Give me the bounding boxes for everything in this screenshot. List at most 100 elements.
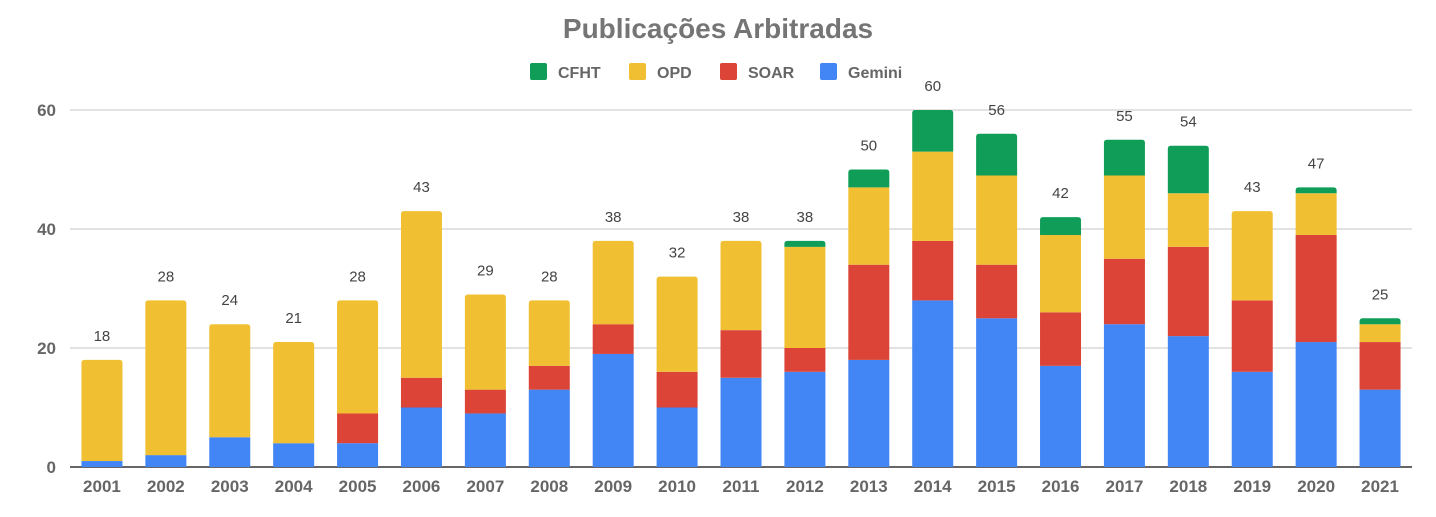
- bar-segment-soar: [656, 371, 698, 408]
- x-tick-label: 2018: [1169, 477, 1207, 496]
- bar-segment-opd: [848, 187, 890, 265]
- x-tick-label: 2001: [83, 477, 121, 496]
- x-tick-label: 2010: [658, 477, 696, 496]
- bar-segment-soar: [1103, 258, 1145, 325]
- legend-label-gemini: Gemini: [848, 65, 902, 82]
- x-tick-label: 2012: [786, 477, 824, 496]
- y-tick-label: 60: [37, 101, 56, 120]
- bar-segment-opd: [720, 240, 762, 331]
- x-tick-label: 2019: [1233, 477, 1271, 496]
- data-label: 43: [1244, 179, 1261, 196]
- bar-segment-opd: [1103, 175, 1145, 259]
- x-tick-label: 2014: [914, 477, 952, 496]
- bar-segment-soar: [464, 389, 506, 414]
- bar-segment-gemini: [1040, 365, 1082, 467]
- data-label: 32: [669, 245, 686, 262]
- legend-label-soar: SOAR: [748, 65, 795, 82]
- legend-swatch-soar: [720, 63, 737, 80]
- bar-segment-opd: [1040, 234, 1082, 313]
- data-label: 18: [94, 328, 111, 345]
- bar-segment-soar: [912, 240, 954, 301]
- bar-segment-gemini: [976, 318, 1018, 467]
- bar-segment-gemini: [145, 455, 187, 467]
- bar-segment-gemini: [1295, 342, 1337, 467]
- data-label: 38: [797, 209, 814, 226]
- x-tick-label: 2015: [978, 477, 1016, 496]
- data-label: 43: [413, 179, 430, 196]
- bar-segment-gemini: [209, 437, 251, 467]
- bar-segment-gemini: [1231, 371, 1273, 467]
- x-tick-label: 2006: [403, 477, 441, 496]
- x-tick-label: 2003: [211, 477, 249, 496]
- bar-segment-gemini: [400, 407, 442, 467]
- bar-segment-soar: [528, 365, 570, 390]
- y-tick-label: 0: [47, 458, 56, 477]
- bar-segment-gemini: [656, 407, 698, 467]
- bar-segment-cfht: [1103, 139, 1145, 176]
- x-tick-label: 2005: [339, 477, 377, 496]
- legend-label-opd: OPD: [657, 65, 692, 82]
- bar-segment-cfht: [1040, 217, 1082, 235]
- data-label: 56: [988, 102, 1005, 119]
- x-tick-label: 2016: [1042, 477, 1080, 496]
- x-tick-label: 2007: [466, 477, 504, 496]
- bar-segment-opd: [209, 324, 251, 438]
- data-label: 28: [349, 268, 366, 285]
- x-tick-label: 2011: [723, 477, 760, 496]
- data-label: 55: [1116, 108, 1133, 125]
- bar-segment-soar: [337, 413, 379, 444]
- bar-segment-opd: [1167, 193, 1209, 247]
- data-label: 42: [1052, 185, 1069, 202]
- bar-segment-opd: [784, 246, 826, 348]
- legend-swatch-opd: [629, 63, 646, 80]
- data-label: 28: [541, 268, 558, 285]
- bar-segment-gemini: [1359, 389, 1401, 467]
- x-tick-label: 2002: [147, 477, 185, 496]
- data-label: 28: [158, 268, 175, 285]
- labels: 0 20 40 60 18 2001 28 2002 24 2003 21 2004 28 2005 43 2…: [37, 78, 1399, 496]
- bar-segment-gemini: [337, 443, 379, 467]
- x-tick-label: 2021: [1361, 477, 1399, 496]
- legend-swatch-gemini: [820, 63, 837, 80]
- bar-segment-soar: [1231, 300, 1273, 372]
- bar-segment-gemini: [464, 413, 506, 467]
- bar-segment-opd: [273, 342, 315, 444]
- chart-title: Publicações Arbitradas: [563, 13, 873, 44]
- legend-label-cfht: CFHT: [558, 65, 601, 82]
- bar-segment-soar: [784, 348, 826, 372]
- data-label: 54: [1180, 114, 1197, 131]
- bar-segment-cfht: [912, 110, 954, 152]
- data-label: 25: [1372, 286, 1389, 303]
- bar-segment-opd: [337, 300, 379, 414]
- y-tick-label: 20: [37, 339, 56, 358]
- bar-segment-opd: [1231, 211, 1273, 301]
- bars: [81, 110, 1401, 467]
- bar-segment-gemini: [528, 389, 570, 467]
- bar-segment-opd: [1359, 324, 1401, 343]
- bar-segment-cfht: [976, 133, 1018, 176]
- x-tick-label: 2008: [530, 477, 568, 496]
- bar-segment-cfht: [1167, 145, 1209, 194]
- data-label: 60: [924, 78, 941, 95]
- y-tick-label: 40: [37, 220, 56, 239]
- bar-segment-cfht: [1359, 318, 1401, 325]
- bar-segment-opd: [912, 151, 954, 241]
- bar-segment-soar: [400, 377, 442, 408]
- bar-segment-opd: [528, 300, 570, 366]
- bar-segment-soar: [976, 264, 1018, 319]
- x-tick-label: 2004: [275, 477, 313, 496]
- bar-segment-opd: [400, 211, 442, 378]
- bar-segment-gemini: [784, 371, 826, 467]
- bar-segment-cfht: [784, 240, 826, 247]
- data-label: 47: [1308, 155, 1325, 172]
- x-tick-label: 2013: [850, 477, 888, 496]
- bar-segment-opd: [81, 359, 123, 462]
- data-label: 29: [477, 262, 494, 279]
- bar-segment-opd: [976, 175, 1018, 265]
- bar-segment-opd: [1295, 193, 1337, 235]
- data-label: 21: [285, 310, 302, 327]
- bar-segment-soar: [848, 264, 890, 360]
- legend-swatch-cfht: [530, 63, 547, 80]
- data-label: 24: [221, 292, 238, 309]
